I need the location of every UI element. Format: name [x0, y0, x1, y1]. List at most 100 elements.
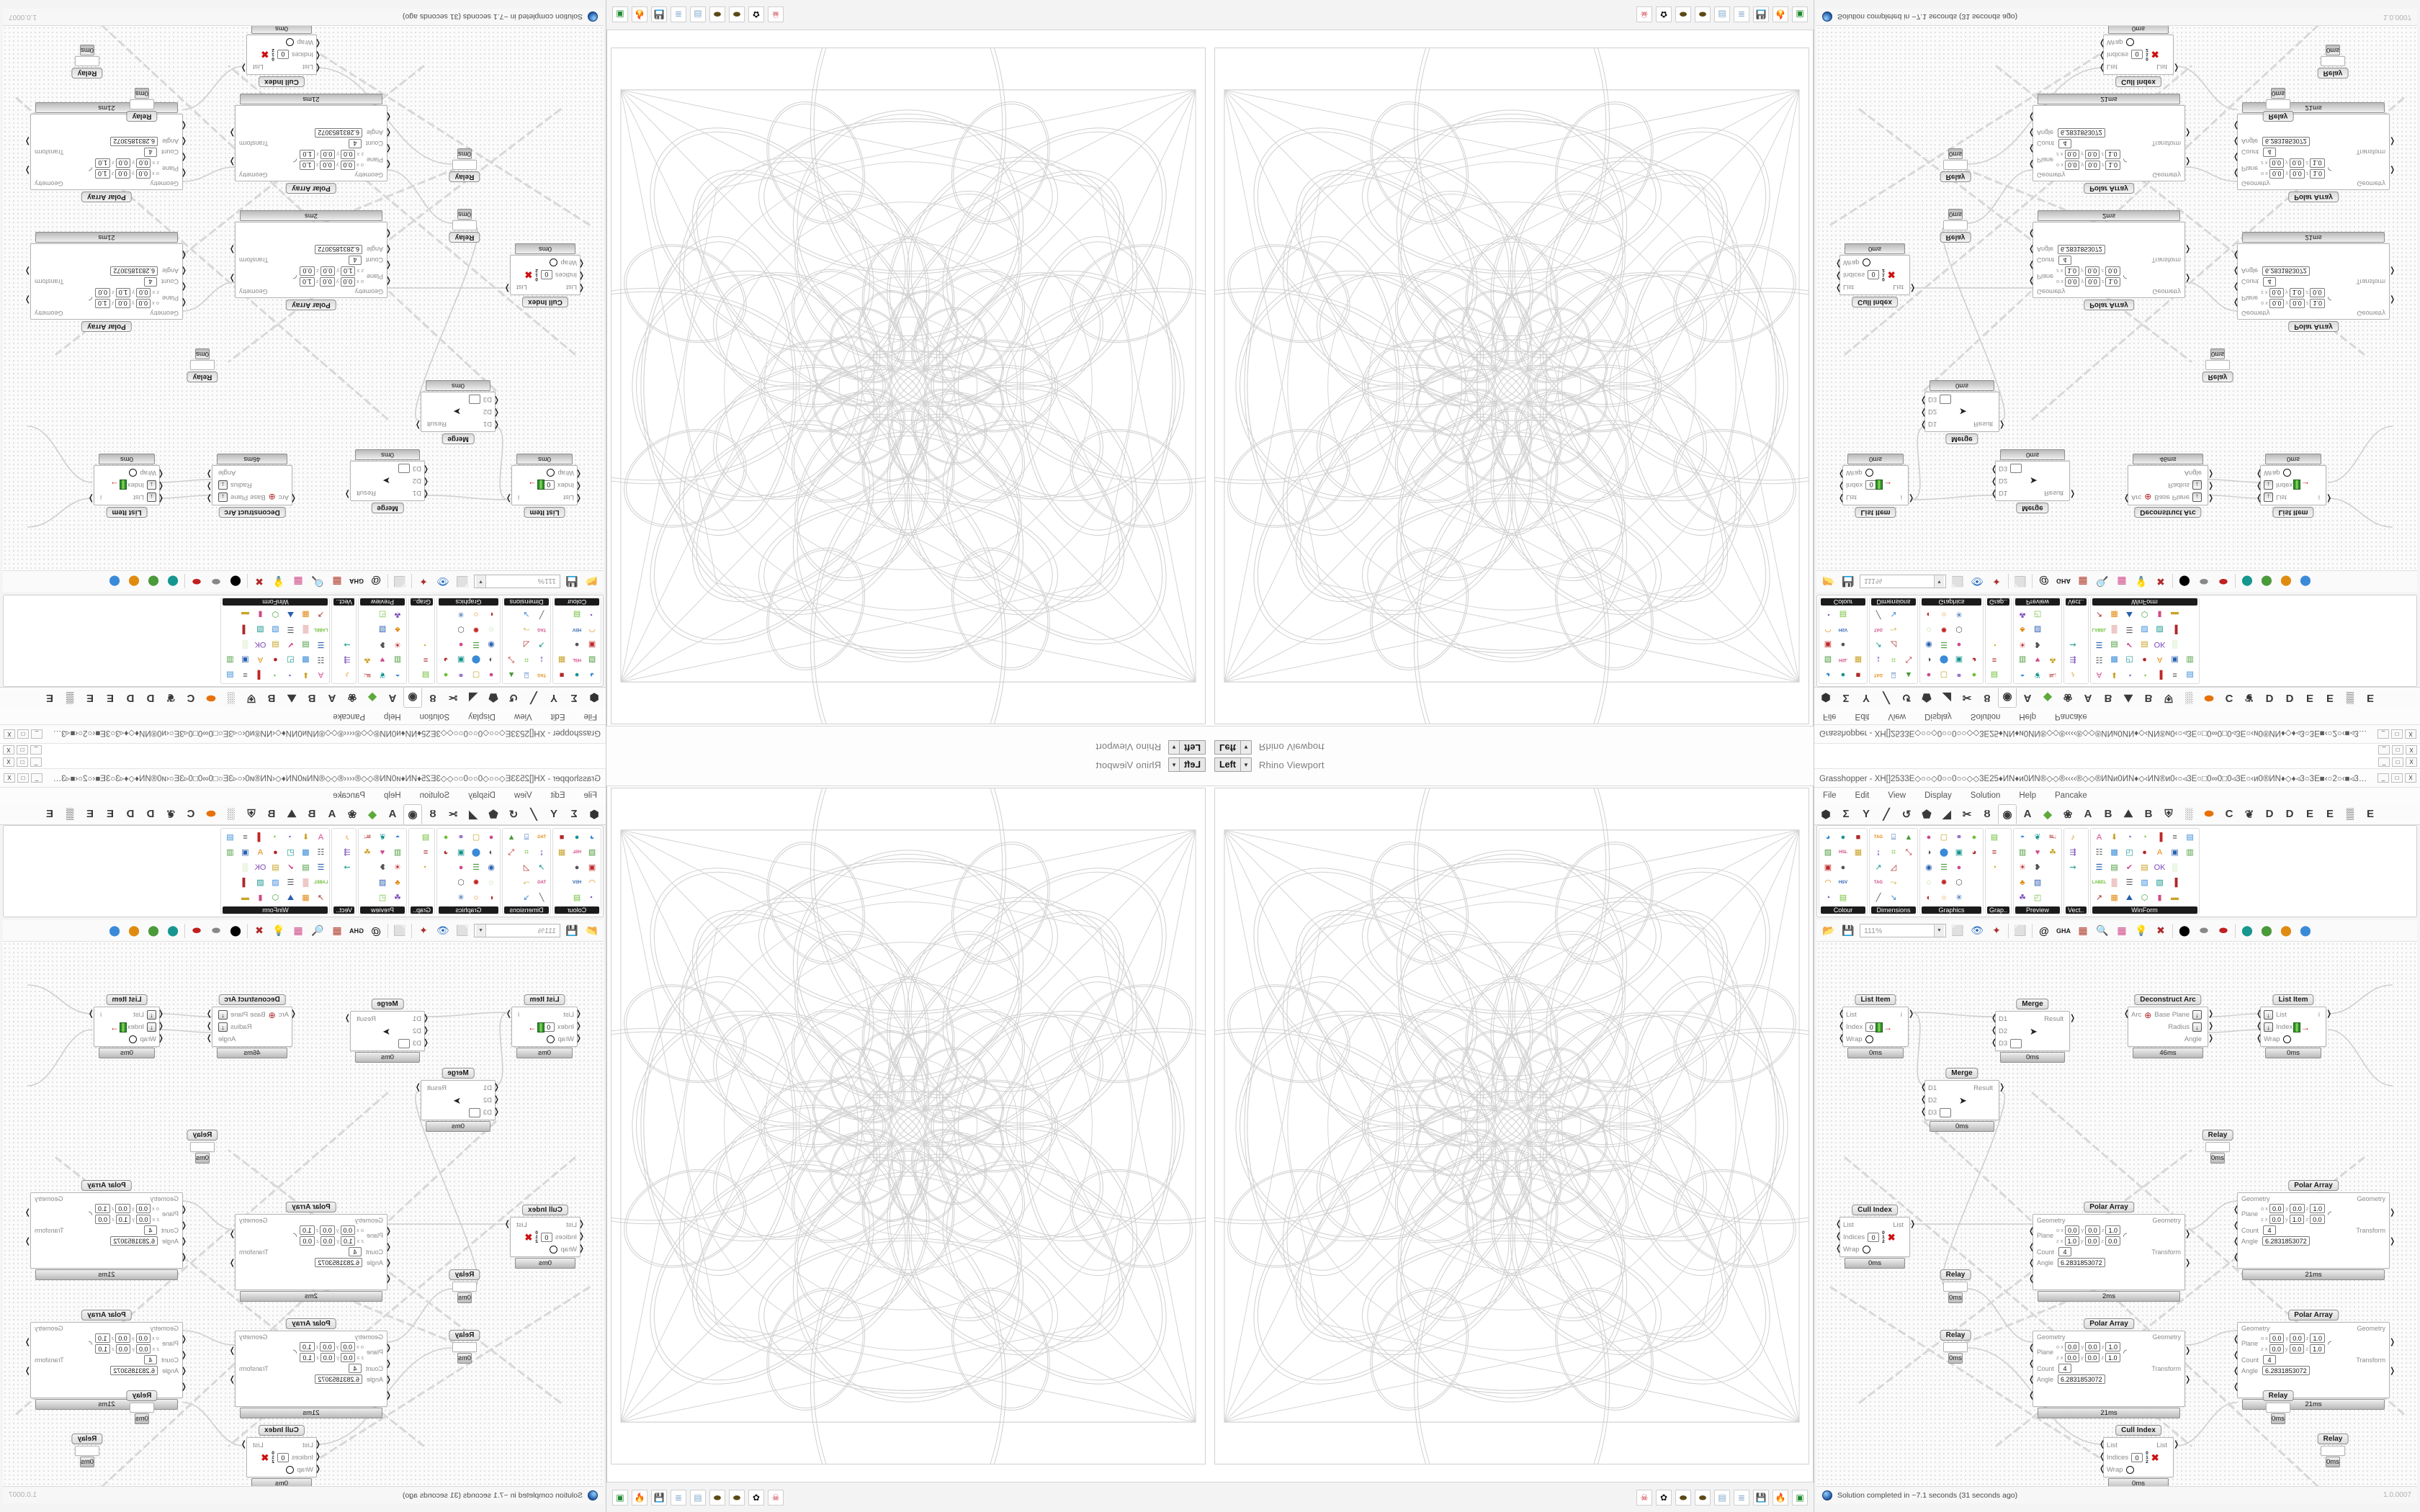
- tab-terrain[interactable]: ⛰: [2119, 804, 2138, 824]
- tab-maths[interactable]: Σ: [565, 804, 583, 824]
- component-ribbon[interactable]: ◕ ▨ ▣ ◠ ◔ ● HSL ● HSV ▤ ■ ▦ Colour TAG ↨ ↗ TAG ╱ ⌸ ⌗ ◿ ⤳ ↘ ▲ ⤡ Di…: [1816, 825, 2417, 917]
- gh-component-polar-array-4[interactable]: Polar Array Geometry Geometry Plane o x 0.0 y 0.…: [24, 1310, 187, 1410]
- relay-body[interactable]: 0ms: [1943, 209, 1968, 230]
- tab-transform[interactable]: Ȣ: [424, 688, 442, 708]
- component-name-capsule[interactable]: List Item: [2272, 994, 2314, 1005]
- ribbon-component-icon[interactable]: ↗: [2095, 893, 2103, 902]
- ribbon-component-icon[interactable]: ♥: [2035, 655, 2040, 665]
- output-pin[interactable]: ❭: [344, 490, 351, 498]
- zoom-dropdown-icon[interactable]: ▼: [476, 575, 486, 588]
- ribbon-component-icon[interactable]: ╱: [1876, 893, 1881, 902]
- component-name-capsule[interactable]: Polar Array: [81, 1180, 132, 1191]
- input-pin[interactable]: ❬: [180, 282, 187, 291]
- shuffle-wires-icon[interactable]: ✖: [255, 576, 264, 588]
- preview-blue-icon[interactable]: ⬤: [2300, 576, 2311, 588]
- input-pin[interactable]: ❬: [180, 1351, 187, 1359]
- ribbon-component-icon[interactable]: ▧: [272, 878, 279, 887]
- ribbon-component-icon[interactable]: ◕: [1825, 670, 1831, 680]
- canvas-toolbar[interactable]: 📂 💾 111% ▼ ⬜ 👁 ✦ ⬜ @ GHA ▦ 🔍 ▦ 💡 ✖ ⬤ ⬬ ⬬: [1816, 570, 2417, 592]
- ribbon-component-icon[interactable]: ◔: [589, 893, 595, 902]
- ribbon-component-icon[interactable]: ▲: [507, 832, 516, 842]
- ribbon-component-icon[interactable]: ▬: [241, 893, 249, 902]
- tab-b2[interactable]: B: [2139, 804, 2158, 824]
- ribbon-component-icon[interactable]: ●: [488, 670, 494, 680]
- ribbon-component-icon[interactable]: ▧: [2141, 625, 2148, 634]
- plane-z-z-field[interactable]: 1.0: [2105, 1353, 2120, 1362]
- preview-blue-icon[interactable]: ⬤: [109, 924, 120, 936]
- bake-icon[interactable]: ▦: [2078, 576, 2088, 588]
- tab-blob[interactable]: ⬬: [202, 804, 220, 824]
- component-name-capsule[interactable]: Merge: [1945, 1068, 1978, 1079]
- output-pin[interactable]: ❭: [205, 469, 212, 478]
- input-pin[interactable]: ❬: [2028, 1243, 2035, 1251]
- shuffle-wires-icon[interactable]: ✖: [255, 924, 264, 936]
- plane-z-x-field[interactable]: 0.0: [135, 1344, 151, 1354]
- component-body[interactable]: List Indices 0 0 1 2 ✖ Wrap List ❬ ❬ ❬ ❭ 0ms: [504, 243, 585, 295]
- plane-o-z-field[interactable]: 1.0: [300, 1342, 315, 1351]
- ribbon-component-icon[interactable]: ❦: [379, 832, 386, 842]
- component-body[interactable]: Geometry Geometry Plane o x 0.0 y 0.0 z 1.0 z x 0.0 y…: [229, 94, 392, 181]
- component-name-capsule[interactable]: List Item: [1855, 994, 1896, 1005]
- tab-curve[interactable]: ↺: [504, 688, 523, 708]
- component-name-capsule[interactable]: Cull Index: [259, 76, 305, 87]
- angle-field[interactable]: 6.2831853072: [110, 266, 158, 276]
- indices-field[interactable]: 0: [277, 1453, 289, 1462]
- tab-maths[interactable]: Σ: [565, 688, 583, 708]
- ribbon-component-icon[interactable]: ⚭: [1955, 832, 1963, 842]
- viewport-selector[interactable]: Left ▼: [1214, 740, 1252, 755]
- input-pin[interactable]: ❬: [180, 1382, 187, 1391]
- ribbon-component-icon[interactable]: ☰: [287, 625, 295, 634]
- plane-o-y-field[interactable]: 0.0: [115, 1204, 130, 1213]
- canvas-toolbar[interactable]: 📂 💾 111% ▼ ⬜ 👁 ✦ ⬜ @ GHA ▦ 🔍 ▦ 💡 ✖ ⬤ ⬬ ⬬: [3, 920, 604, 942]
- collapse-down-icon[interactable]: ↓: [147, 492, 156, 502]
- input-pin[interactable]: ❬: [2028, 276, 2035, 285]
- plane-o-z-field[interactable]: 1.0: [2105, 277, 2120, 287]
- ribbon-component-icon[interactable]: ▥: [393, 847, 402, 857]
- rhino-viewport-canvas[interactable]: [1214, 788, 1809, 1464]
- input-pin[interactable]: ❬: [2256, 1009, 2263, 1018]
- input-pin[interactable]: ❬: [1991, 477, 1998, 486]
- ribbon-component-icon[interactable]: ▬: [2171, 893, 2179, 902]
- plane-z-y-field[interactable]: 0.0: [2289, 1344, 2305, 1354]
- output-pin[interactable]: ❭: [228, 157, 236, 166]
- maximize-button[interactable]: □: [2391, 773, 2403, 783]
- relay-body[interactable]: 0ms: [130, 1403, 154, 1424]
- output-pin[interactable]: ❭: [228, 274, 236, 282]
- component-body[interactable]: List Indices 0 0 1 2 ✖ Wrap List ❬ ❬ ❬ ❭ 0ms: [241, 1437, 321, 1489]
- ribbon-component-icon[interactable]: ◕: [443, 847, 449, 857]
- preview-eye-icon[interactable]: 👁: [1971, 576, 1984, 588]
- ribbon-component-icon[interactable]: ▣: [241, 655, 249, 665]
- at-icon[interactable]: @: [2038, 924, 2050, 937]
- ribbon-component-icon[interactable]: ☷: [317, 655, 325, 665]
- ribbon-component-icon[interactable]: ◔: [2127, 670, 2132, 680]
- boolean-toggle-icon[interactable]: [129, 469, 138, 477]
- output-pin[interactable]: ❭: [2184, 1259, 2192, 1267]
- ribbon-component-icon[interactable]: ●: [1840, 670, 1846, 680]
- shade-red-icon[interactable]: ⬬: [2219, 924, 2228, 936]
- gh-component-cull-index-1[interactable]: Cull Index List Indices 0 0 1 2 ✖ Wrap List ❬ ❬ ❬ ❭ 0m…: [504, 243, 585, 307]
- component-name-capsule[interactable]: Polar Array: [2288, 321, 2339, 332]
- ribbon-component-icon[interactable]: ▤: [2186, 670, 2194, 680]
- input-pin[interactable]: ❬: [2233, 121, 2240, 130]
- plane-z-z-field[interactable]: 1.0: [2105, 150, 2120, 159]
- ribbon-component-icon[interactable]: SL;: [364, 672, 371, 677]
- input-pin[interactable]: ❬: [180, 1253, 187, 1261]
- boolean-toggle-icon[interactable]: [1862, 1246, 1870, 1254]
- input-pin[interactable]: ❬: [2028, 160, 2035, 168]
- relay-name-capsule[interactable]: Relay: [187, 372, 218, 382]
- ribbon-component-icon[interactable]: ◑: [488, 655, 494, 665]
- plane-o-z-field[interactable]: 1.0: [2310, 1333, 2325, 1343]
- input-pin[interactable]: ❬: [493, 1095, 500, 1104]
- output-pin[interactable]: ❭: [228, 1259, 236, 1267]
- indices-field[interactable]: 0: [2131, 1453, 2143, 1462]
- preview-blue-icon[interactable]: ⬤: [109, 576, 120, 588]
- input-pin[interactable]: ❬: [385, 229, 392, 238]
- ribbon-component-icon[interactable]: ▤: [226, 832, 234, 842]
- input-pin[interactable]: ❬: [180, 153, 187, 161]
- component-name-capsule[interactable]: Polar Array: [2084, 300, 2134, 310]
- ribbon-component-icon[interactable]: ▮: [258, 610, 263, 619]
- empty-slot-field[interactable]: [1940, 1108, 1952, 1117]
- ribbon-component-icon[interactable]: TAG: [1873, 881, 1883, 885]
- input-pin[interactable]: ❬: [385, 1227, 392, 1236]
- ribbon-component-icon[interactable]: ▦: [2110, 610, 2118, 619]
